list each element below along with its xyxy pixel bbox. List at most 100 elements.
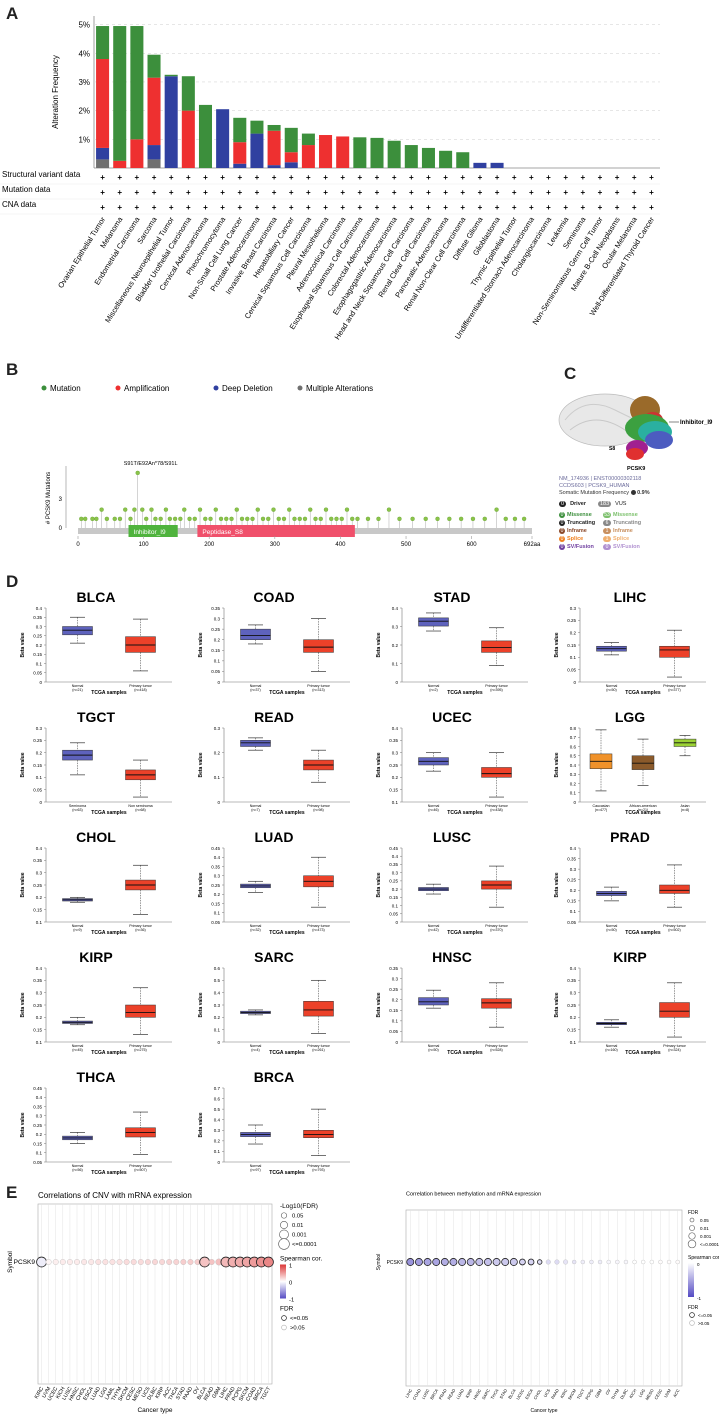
data-availability-mark: + [632, 188, 637, 197]
size-legend-circle [279, 1229, 289, 1240]
data-availability-mark: + [117, 188, 122, 197]
color-legend-label: 0 [289, 1281, 293, 1287]
correlation-bubble [116, 1259, 123, 1265]
group-count: (n=63) [72, 808, 83, 812]
data-availability-mark: + [392, 188, 397, 197]
data-availability-mark: + [512, 203, 517, 212]
methylation-boxplot-grid: BLCA 0 0.05 0.1 0.15 0.2 0.25 0.3 0.35 0.4 Beta va… [0, 580, 719, 1180]
y-tick-label: 5% [78, 21, 90, 30]
data-availability-mark: + [426, 203, 431, 212]
data-row-label: Mutation data [2, 185, 51, 194]
y-tick-label: 0.7 [570, 735, 577, 740]
correlation-bubble [208, 1259, 215, 1265]
bar-segment [113, 160, 127, 168]
bar-segment [233, 163, 247, 168]
data-availability-mark: + [306, 188, 311, 197]
x-tick-label: 200 [204, 542, 215, 548]
correlation-bubble [102, 1259, 109, 1265]
y-tick-label: 0.1 [570, 1040, 577, 1045]
data-availability-mark: + [409, 203, 414, 212]
data-availability-mark: + [546, 188, 551, 197]
y-tick-label: 0.2 [570, 630, 577, 635]
legend-count-badge: 1 [603, 528, 611, 534]
data-availability-mark: + [375, 188, 380, 197]
lollipop-head [512, 516, 518, 521]
y-tick-label: 0.25 [389, 879, 398, 884]
y-tick-label: 0 [395, 1040, 398, 1045]
correlation-bubble [199, 1256, 210, 1268]
group-count: (n=324) [668, 1048, 681, 1052]
y-tick-label: 0.45 [33, 1086, 42, 1091]
data-availability-mark: + [237, 203, 242, 212]
lollipop-head [271, 507, 276, 512]
domain-label: Peptidase_S8 [202, 529, 243, 536]
group-count: (n=502) [668, 928, 681, 932]
boxplot-title: UCEC [432, 709, 472, 725]
y-tick-label: 0.4 [214, 1118, 221, 1123]
y-tick-label: 0.3 [36, 1114, 43, 1119]
correlation-bubble [666, 1259, 672, 1265]
x-axis-label: TCGA samples [625, 1050, 661, 1056]
size-legend-label: <=0.0001 [700, 1242, 719, 1247]
x-axis-label: TCGA samples [269, 810, 305, 816]
box [418, 617, 449, 627]
group-count: (n=160) [605, 1048, 618, 1052]
lollipop-head [521, 516, 527, 521]
lollipop-head [308, 507, 313, 512]
lollipop-head [135, 470, 140, 476]
lollipop-head [224, 516, 229, 521]
lollipop-head [83, 516, 88, 521]
panel-label-b: B [6, 360, 19, 379]
cancer-type-label: PAAD [550, 1388, 560, 1400]
lollipop-head [276, 516, 281, 521]
y-tick-label: 0.05 [567, 920, 576, 925]
data-availability-mark: + [152, 203, 157, 212]
size-legend-label: 0.05 [292, 1214, 303, 1220]
fdr-legend-label: >0.05 [290, 1326, 305, 1332]
cancer-type-label: KICH [55, 1386, 67, 1400]
cancer-type-label: DLBC [619, 1388, 629, 1400]
data-availability-mark: + [358, 188, 363, 197]
protein-structure-image: Inhibitor_I9 S8 PCSK9 [558, 393, 713, 472]
driver-label: Driver [570, 501, 586, 507]
cancer-type-label: STAD [498, 1388, 508, 1400]
data-availability-mark: + [340, 188, 345, 197]
size-legend-label: 0.01 [700, 1226, 709, 1231]
data-availability-mark: + [426, 188, 431, 197]
bar-segment [319, 135, 333, 168]
y-tick-label: 0.2 [36, 1132, 43, 1137]
box [418, 997, 449, 1006]
lollipop-head [245, 516, 250, 521]
y-tick-label: 0.3 [214, 874, 221, 879]
data-availability-mark: + [649, 188, 654, 197]
cancer-type-label: BLCA [507, 1388, 517, 1400]
chart-title: Correlations of CNV with mRNA expression [38, 1191, 192, 1200]
data-availability-mark: + [375, 203, 380, 212]
y-tick-label: 0.45 [389, 846, 398, 851]
y-tick-label: 0.3 [392, 976, 399, 981]
y-tick-label: 0.2 [214, 750, 221, 755]
size-legend-title: -Log10(FDR) [280, 1203, 318, 1210]
legend-dot [213, 385, 219, 391]
data-availability-mark: + [203, 203, 208, 212]
group-count: (n=21) [638, 808, 649, 812]
y-tick-label: 0.1 [36, 1151, 43, 1156]
boxplot-panel: STAD 0 0.1 0.2 0.3 0.4 Beta value TCGA samples N… [376, 589, 528, 696]
group-label: Primary tumor [129, 684, 152, 688]
size-legend-label: 0.01 [292, 1223, 303, 1229]
y-tick-label: 0.4 [36, 1095, 43, 1100]
cancer-type-label: OV [192, 1386, 201, 1396]
data-availability-mark: + [392, 173, 397, 182]
lollipop-head [386, 507, 392, 512]
boxplot-panel: READ 0 0.1 0.2 0.3 Beta value TCGA samples Norm… [198, 709, 350, 816]
bar-segment [404, 145, 418, 168]
boxplot-title: READ [254, 709, 294, 725]
box [125, 636, 156, 653]
group-count: (n=32) [250, 928, 261, 932]
y-tick-label: 0.1 [392, 903, 399, 908]
data-availability-mark: + [632, 203, 637, 212]
lollipop-head [482, 516, 487, 521]
lollipop-head [104, 516, 110, 521]
box [631, 755, 655, 770]
y-tick-label: 0.05 [211, 920, 220, 925]
